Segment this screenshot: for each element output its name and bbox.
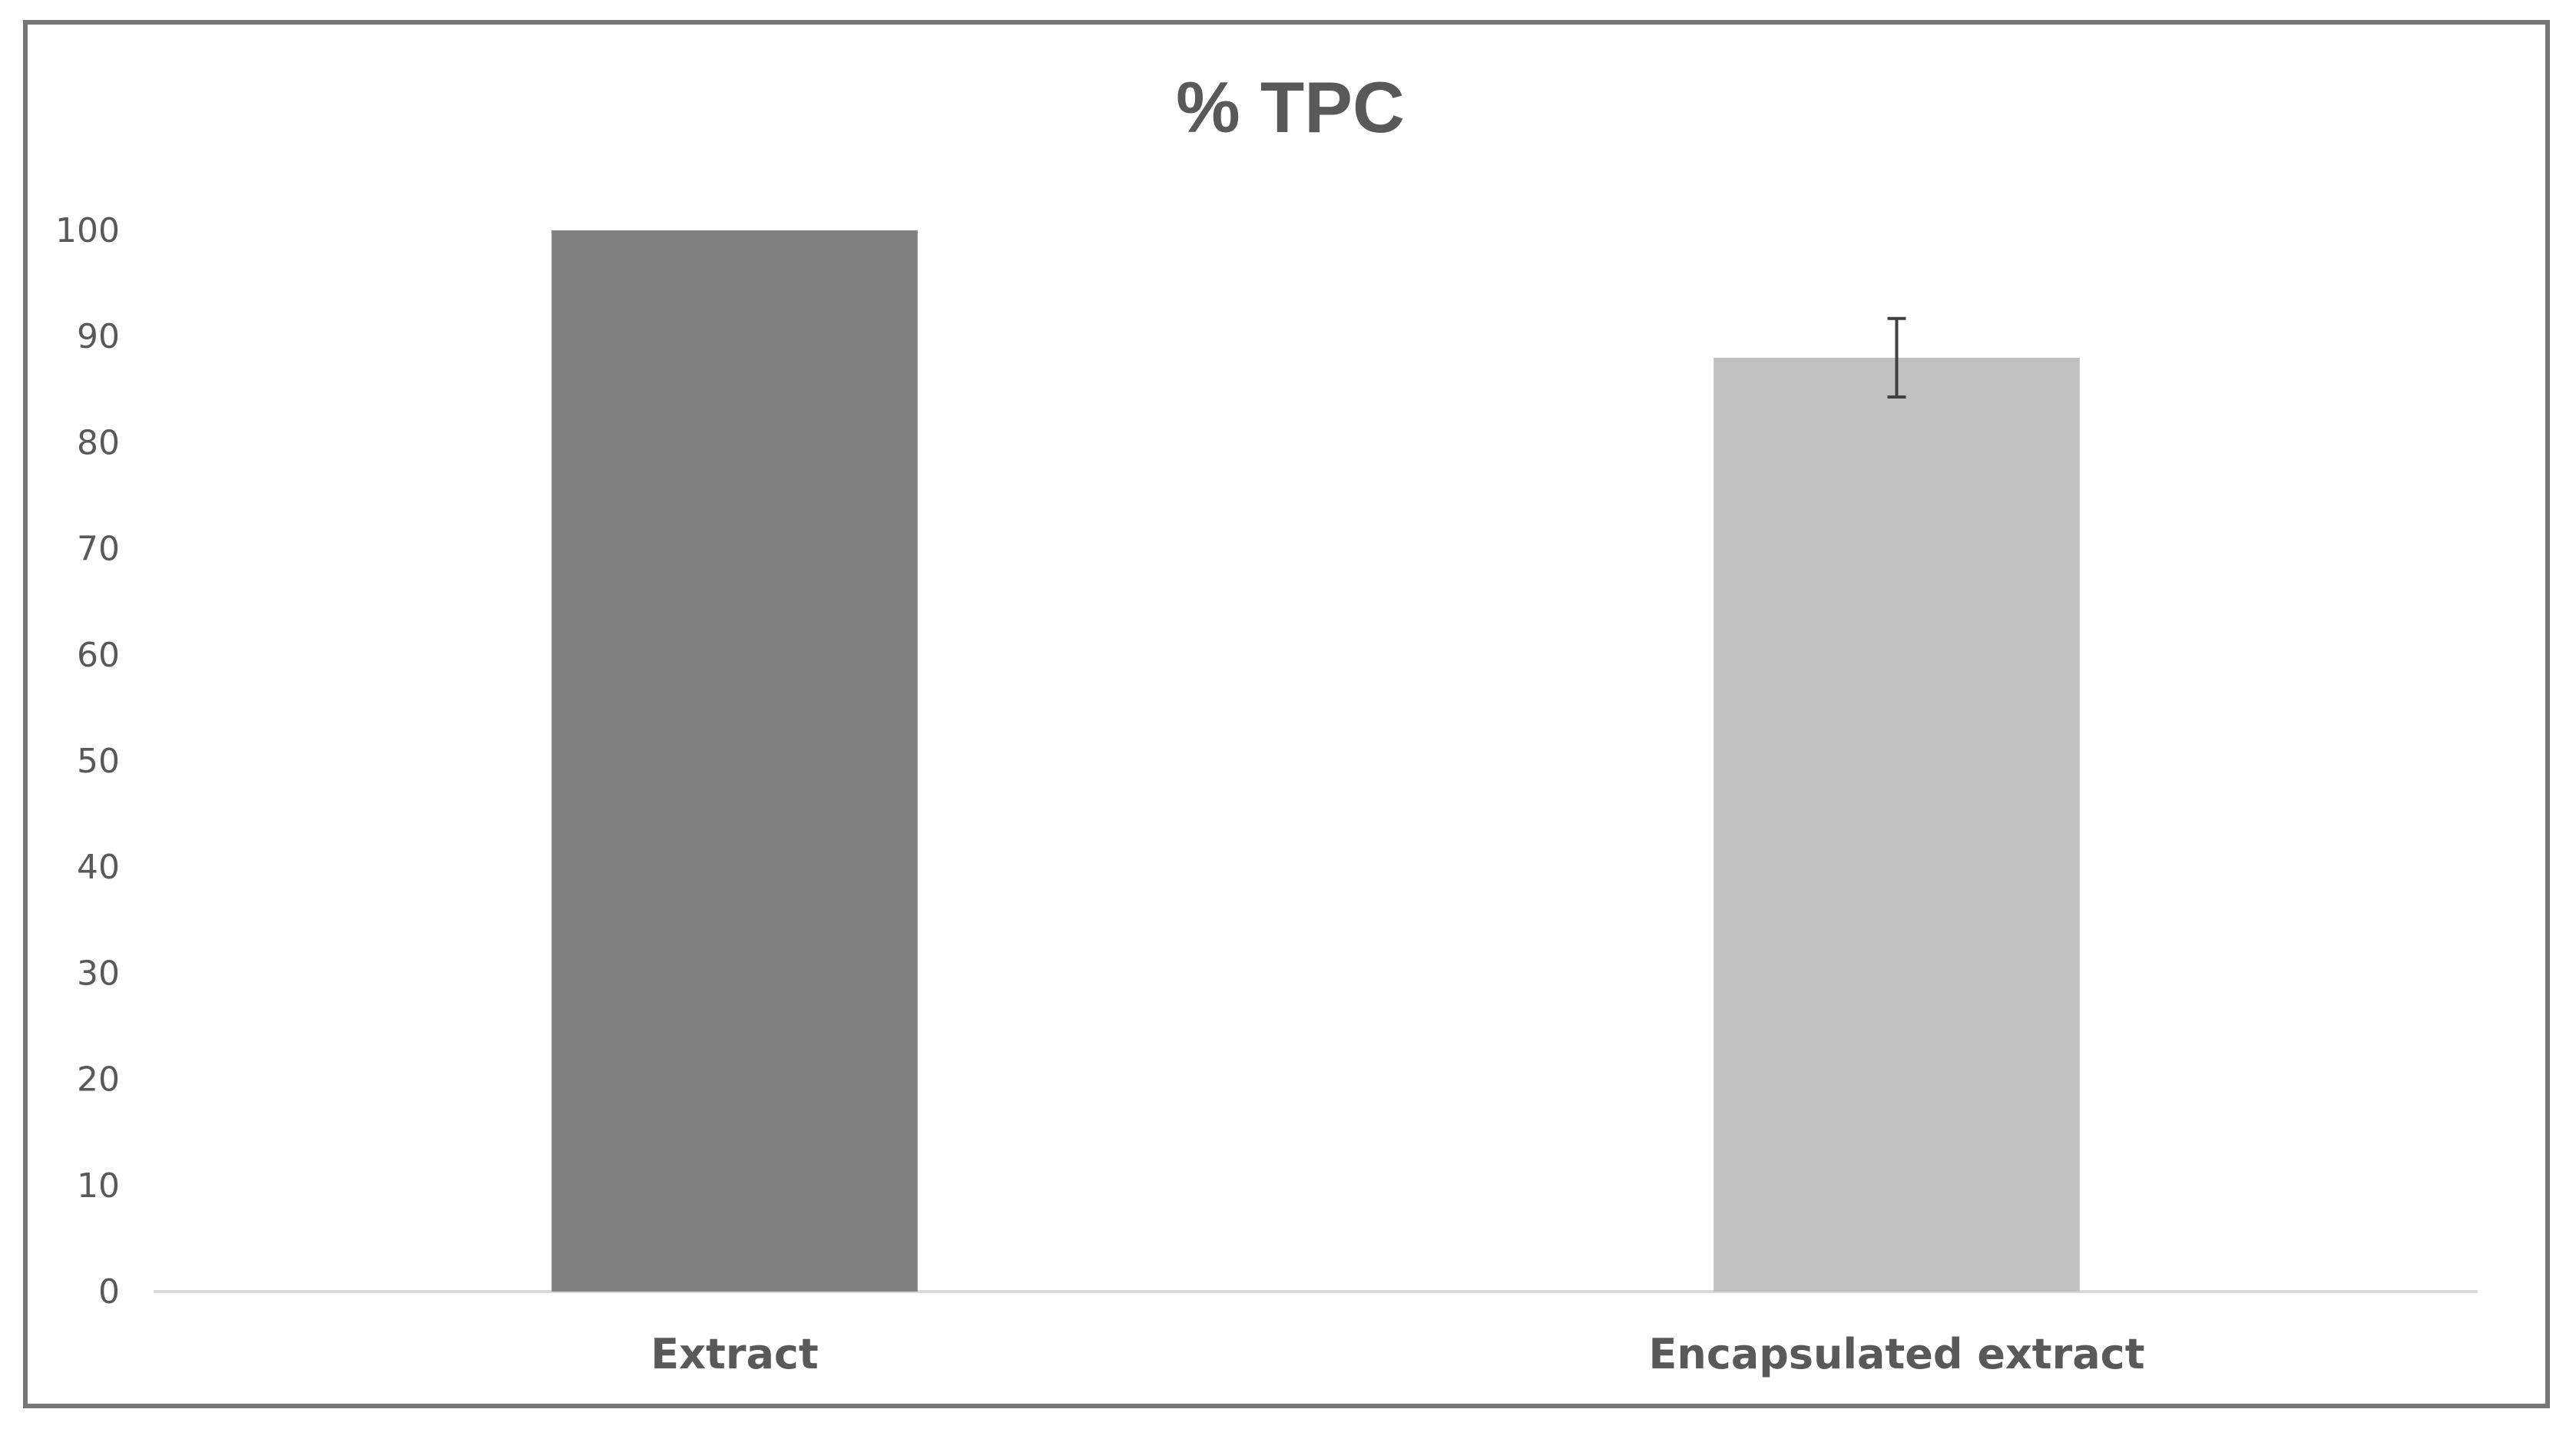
y-tick-label: 60 [77, 636, 120, 675]
y-tick-label: 80 [77, 423, 120, 462]
y-tick-label: 20 [77, 1060, 120, 1100]
bars [551, 230, 2080, 1292]
y-tick-label: 90 [77, 317, 120, 356]
y-tick-label: 10 [77, 1166, 120, 1206]
y-axis-ticks: 0 10 20 30 40 50 60 70 80 90 100 [55, 211, 120, 1312]
y-tick-label: 30 [77, 954, 120, 993]
chart-title: % TPC [1176, 67, 1405, 147]
y-tick-label: 40 [77, 848, 120, 887]
y-tick-label: 50 [77, 742, 120, 781]
y-tick-label: 70 [77, 530, 120, 569]
x-category-label: Extract [651, 1330, 818, 1378]
error-bar [1887, 316, 1906, 399]
error-bars [1887, 316, 1906, 399]
y-tick-label: 100 [55, 211, 120, 250]
chart-frame [23, 20, 2550, 1408]
y-tick-label: 0 [98, 1272, 120, 1312]
x-axis-labels: Extract Encapsulated extract [651, 1330, 2144, 1378]
bar [551, 230, 918, 1292]
x-category-label: Encapsulated extract [1648, 1330, 2144, 1378]
bar [1713, 357, 2080, 1292]
